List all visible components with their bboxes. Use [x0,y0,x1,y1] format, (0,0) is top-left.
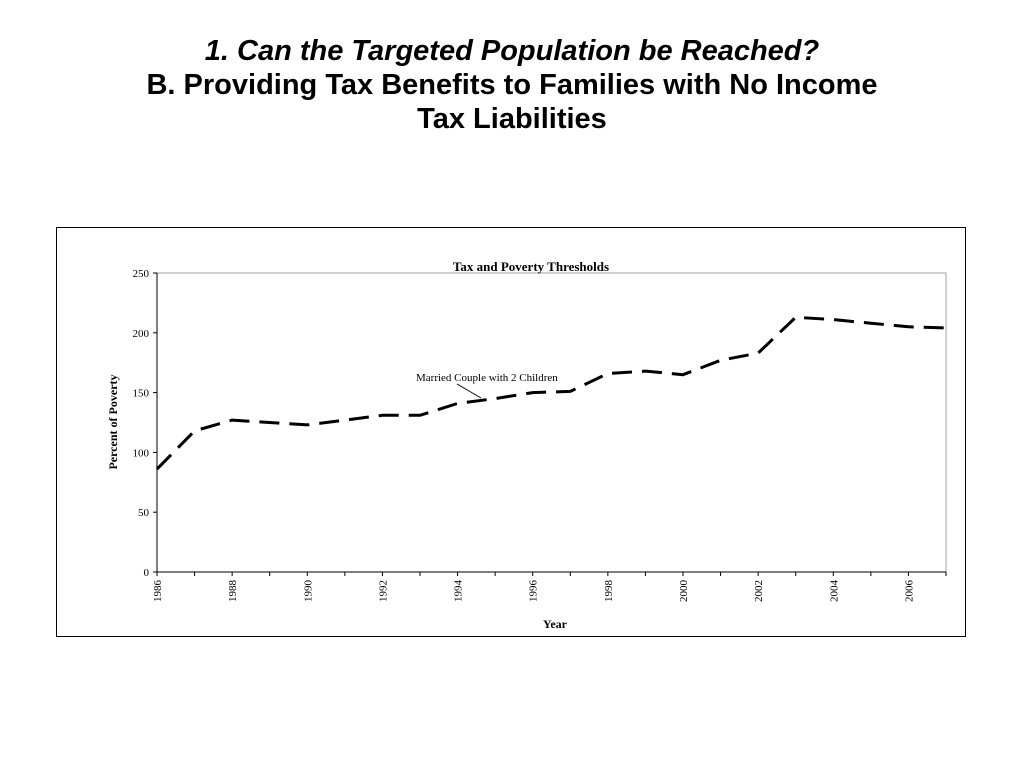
y-tick-label: 100 [133,447,150,459]
y-tick-label: 250 [133,268,150,280]
y-tick-label: 200 [133,328,150,340]
slide-title-line-2: B. Providing Tax Benefits to Families wi… [146,69,878,101]
series-layer [155,315,947,471]
x-tick-label: 1992 [377,580,389,602]
x-tick-label: 2000 [678,580,690,603]
annotation-layer: Married Couple with 2 Children [416,372,558,399]
y-tick-label: 50 [138,507,150,519]
y-tick-label: 0 [144,567,150,579]
plot-area [156,272,947,573]
x-tick-label: 1986 [152,580,164,603]
x-tick-label: 2002 [753,580,765,602]
x-tick-label: 2004 [828,580,840,603]
chart-frame: Tax and Poverty Thresholds Year Percent … [56,227,966,637]
annotation-arrow [456,383,482,399]
y-axis-label: Percent of Poverty [106,374,120,469]
x-tick-label: 2006 [903,580,915,603]
x-tick-label: 1990 [302,580,314,603]
series-line-0 [155,315,947,471]
x-tick-label: 1998 [603,580,615,603]
x-tick-label: 1994 [453,580,465,603]
y-tick-label: 150 [133,388,150,400]
axes: 0 50 100 150 200 250 1986 1988 1990 1992 1994 1996 1… [133,268,947,602]
x-axis-label: Year [543,617,568,631]
chart-title: Tax and Poverty Thresholds [453,259,609,274]
x-tick-label: 1996 [528,580,540,603]
line-chart: Tax and Poverty Thresholds Year Percent … [106,259,947,631]
slide-title-line-3: Tax Liabilities [417,103,607,135]
slide-title: 1. Can the Targeted Population be Reache… [0,34,1024,136]
slide-title-line-1: 1. Can the Targeted Population be Reache… [204,35,820,67]
x-tick-label: 1988 [227,580,239,603]
series-annotation-label: Married Couple with 2 Children [416,372,558,384]
